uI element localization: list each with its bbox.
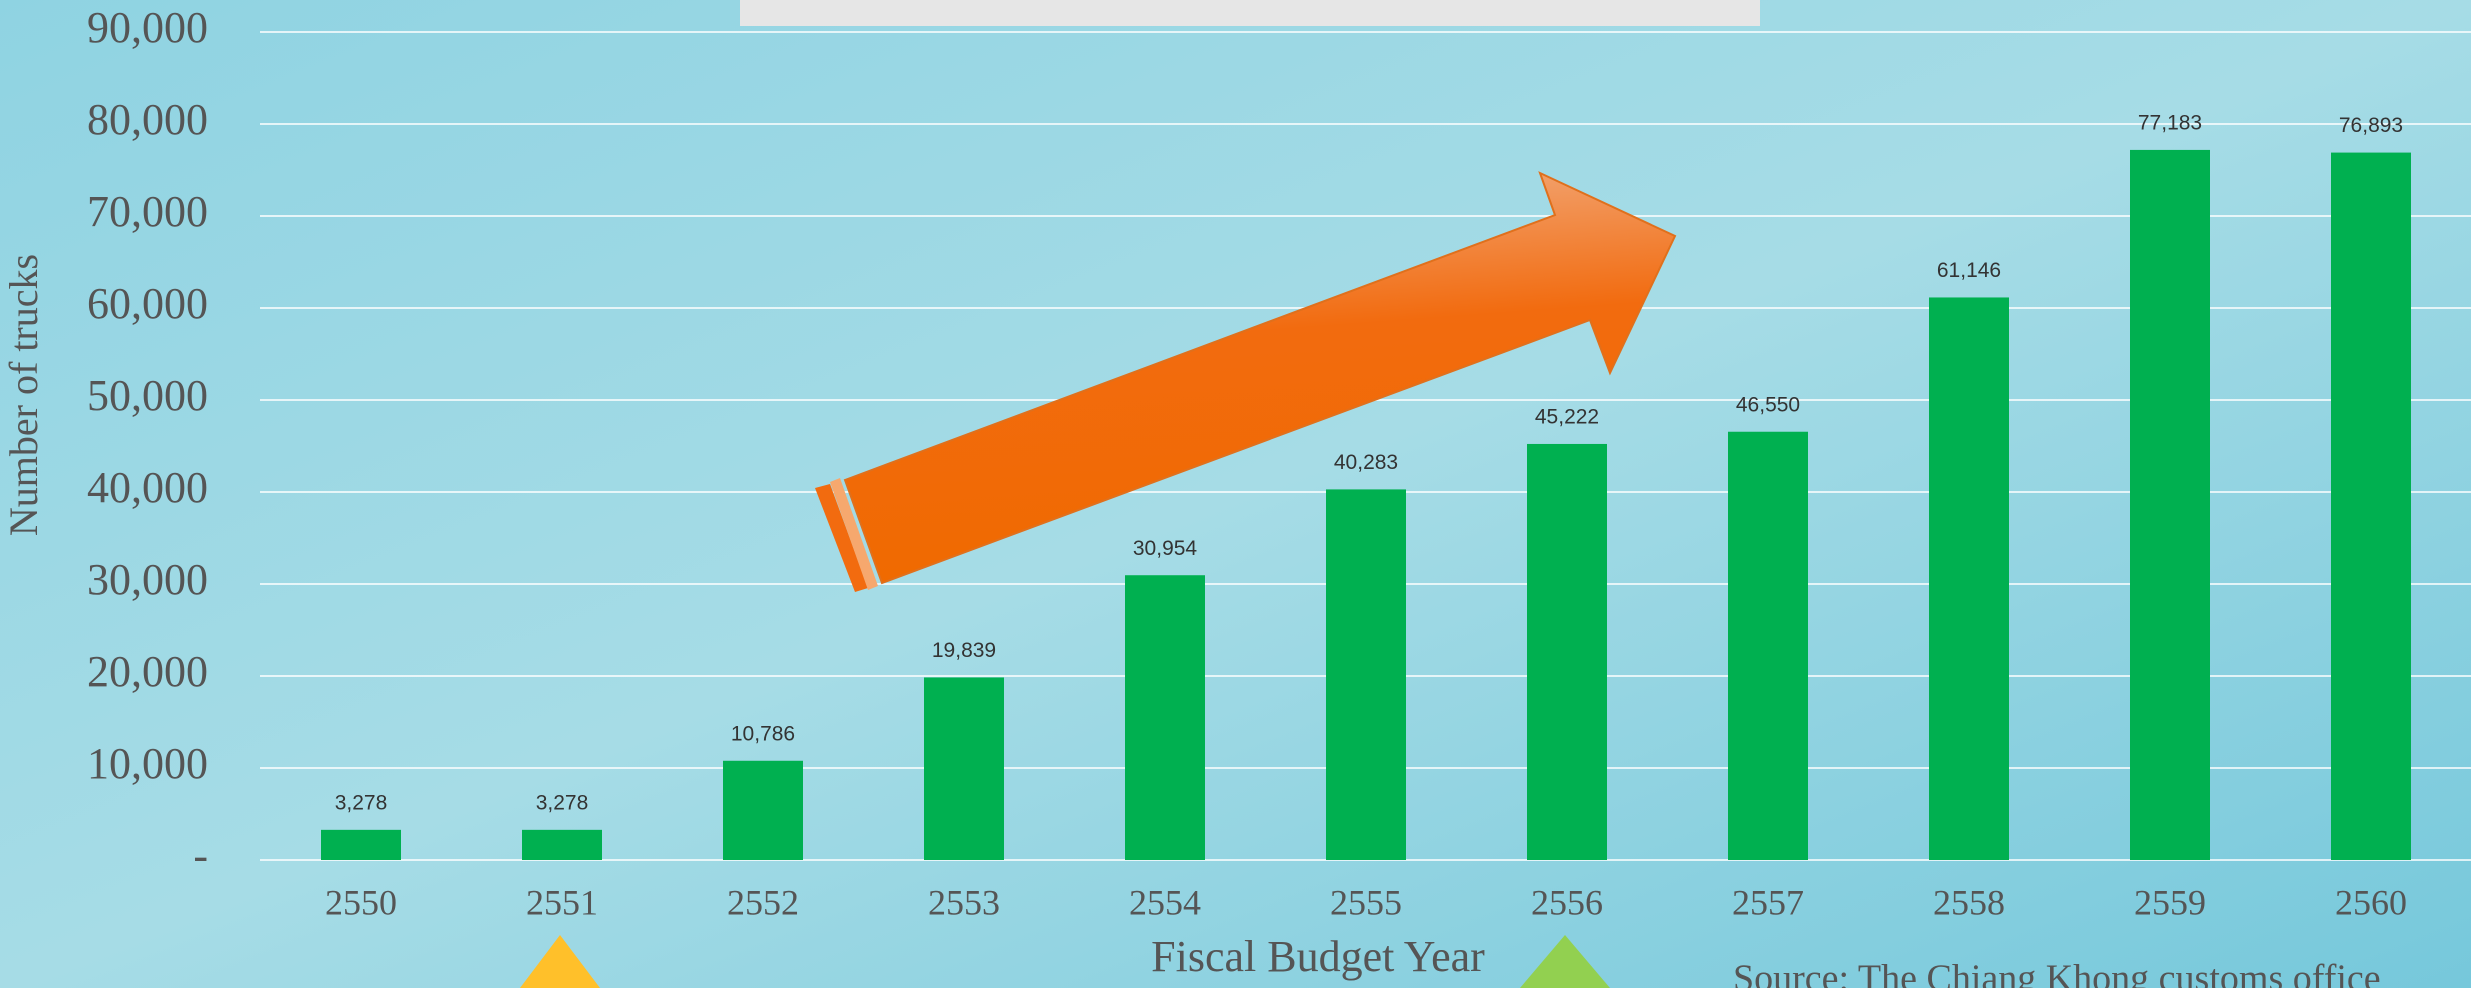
value-label: 3,278 (536, 791, 589, 814)
bar (924, 677, 1004, 860)
x-tick-label: 2550 (325, 882, 397, 922)
y-tick-label: 70,000 (87, 187, 208, 236)
y-axis-label: Number of trucks (1, 254, 46, 536)
value-label: 46,550 (1736, 393, 1800, 416)
bar (1929, 297, 2009, 860)
value-label: 40,283 (1334, 451, 1398, 474)
y-tick-label: 80,000 (87, 95, 208, 144)
value-label: 76,893 (2339, 114, 2403, 137)
value-label: 10,786 (731, 722, 795, 745)
y-tick-label: 10,000 (87, 739, 208, 788)
value-label: 61,146 (1937, 259, 2001, 282)
bar (522, 829, 602, 860)
header-strip (740, 0, 1760, 26)
y-tick-label: 50,000 (87, 371, 208, 420)
x-tick-label: 2557 (1732, 882, 1804, 922)
x-tick-label: 2554 (1129, 882, 1201, 922)
bar (321, 829, 401, 860)
x-tick-label: 2558 (1933, 882, 2005, 922)
x-tick-label: 2553 (928, 882, 1000, 922)
marker-arrow-green (1520, 935, 1610, 988)
bar (2331, 152, 2411, 860)
y-tick-label: 20,000 (87, 647, 208, 696)
x-tick-label: 2555 (1330, 882, 1402, 922)
source-note: Source: The Chiang Khong customs office (1733, 958, 2381, 988)
bar (1326, 489, 1406, 860)
y-tick-label: 40,000 (87, 463, 208, 512)
value-label: 3,278 (335, 791, 388, 814)
y-tick-label: 60,000 (87, 279, 208, 328)
x-tick-label: 2560 (2335, 882, 2407, 922)
y-tick-label: 90,000 (87, 3, 208, 52)
y-tick-label: - (193, 831, 208, 880)
value-label: 45,222 (1535, 406, 1599, 429)
x-tick-label: 2556 (1531, 882, 1603, 922)
bar (1527, 443, 1607, 860)
bar (723, 760, 803, 860)
y-tick-label: 30,000 (87, 555, 208, 604)
x-tick-label: 2552 (727, 882, 799, 922)
x-tick-label: 2551 (526, 882, 598, 922)
trend-arrow (815, 171, 1677, 592)
value-label: 30,954 (1133, 537, 1198, 560)
value-label: 19,839 (932, 639, 996, 662)
value-label: 77,183 (2138, 111, 2202, 134)
bar (2130, 149, 2210, 861)
bar (1125, 575, 1205, 860)
marker-arrow-yellow (520, 935, 600, 988)
bar (1728, 431, 1808, 860)
x-axis-label: Fiscal Budget Year (1151, 932, 1485, 981)
x-tick-label: 2559 (2134, 882, 2206, 922)
